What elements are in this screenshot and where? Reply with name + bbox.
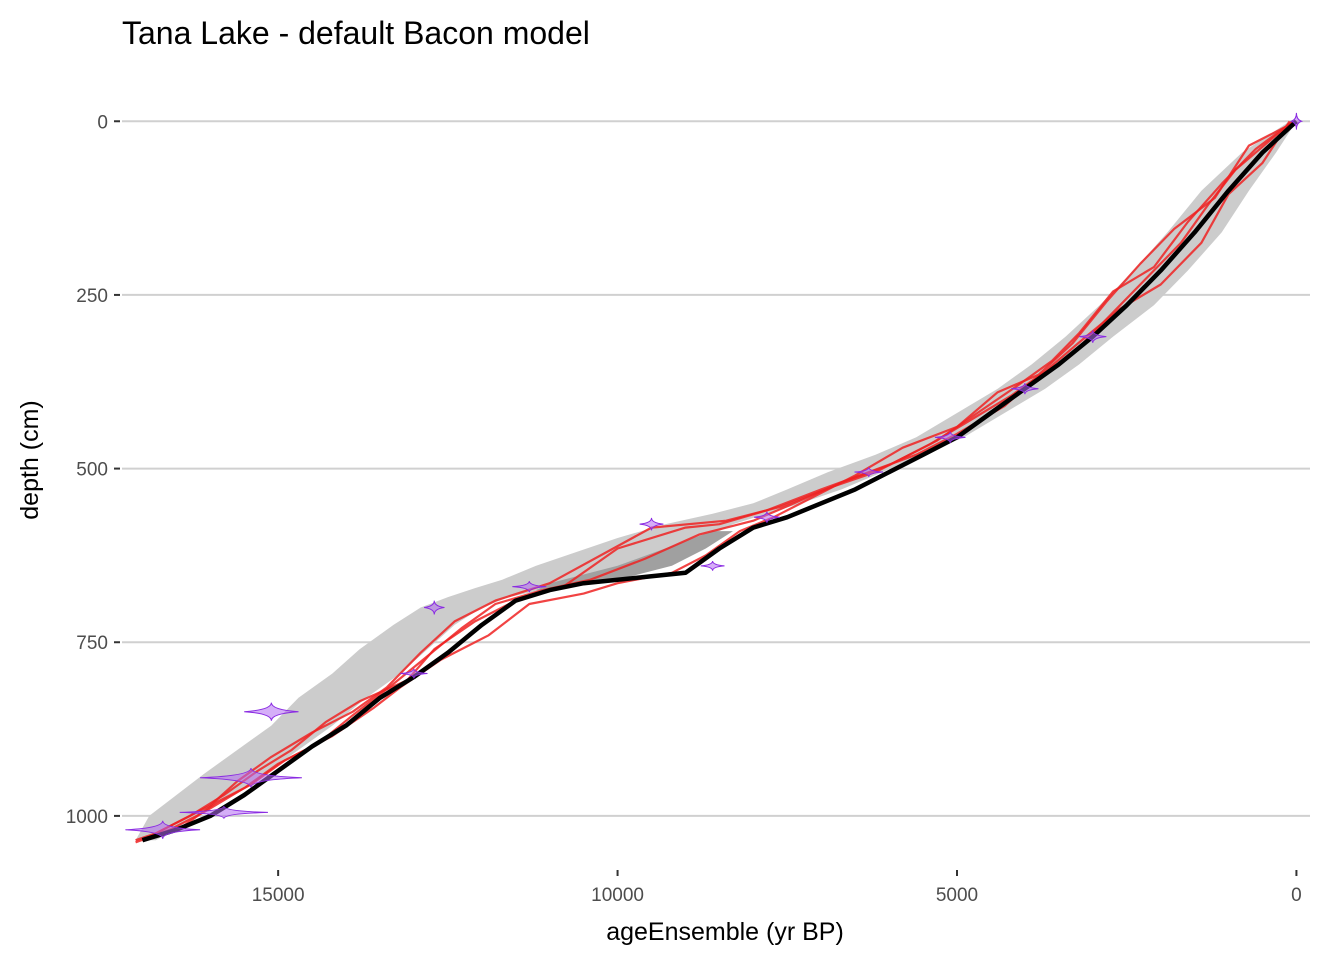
- credible-band-inner-group: [536, 531, 733, 591]
- ensemble-line-2: [141, 120, 1291, 842]
- date-distribution-11: [400, 668, 428, 679]
- date-distribution-13: [200, 767, 302, 788]
- median-line-group: [141, 119, 1298, 843]
- x-tick-label: 0: [1291, 885, 1302, 906]
- x-axis-label: ageEnsemble (yr BP): [606, 918, 844, 946]
- x-tick-label: 5000: [936, 885, 978, 906]
- date-distribution-7: [700, 560, 725, 571]
- credible-band-outer-group: [135, 121, 1297, 841]
- date-distribution-10: [424, 600, 445, 615]
- y-tick-label: 1000: [66, 807, 108, 828]
- y-axis-label: depth (cm): [16, 400, 44, 519]
- date-distribution-3: [1011, 383, 1039, 395]
- date-distribution-5: [854, 467, 884, 478]
- date-distributions-group: [125, 112, 1304, 839]
- credible-band-inner: [536, 531, 733, 591]
- date-distribution-2: [1079, 330, 1107, 343]
- y-tick-label: 250: [76, 286, 108, 307]
- x-tick-label: 15000: [252, 885, 305, 906]
- date-distribution-12: [244, 702, 299, 721]
- date-distribution-15: [125, 820, 201, 839]
- date-distribution-1: [1289, 112, 1304, 130]
- date-distribution-8: [639, 517, 664, 531]
- ensemble-lines-group: [135, 120, 1298, 844]
- median-line: [141, 119, 1298, 843]
- date-distribution-14: [179, 805, 268, 819]
- x-tick-label: 10000: [591, 885, 644, 906]
- ensemble-line-1: [135, 120, 1298, 842]
- y-tick-label: 500: [76, 460, 108, 481]
- y-tick-label: 0: [97, 112, 108, 133]
- y-tick-label: 750: [76, 633, 108, 654]
- y-axis-ticks: 0 250 500 750 1000: [66, 112, 120, 828]
- x-axis-ticks: 15000 10000 5000 0: [252, 870, 1302, 906]
- credible-band-outer: [135, 121, 1297, 841]
- date-distribution-6: [753, 511, 780, 523]
- date-distribution-9: [512, 580, 547, 593]
- chart-title: Tana Lake - default Bacon model: [122, 15, 590, 51]
- date-distribution-4: [934, 431, 966, 443]
